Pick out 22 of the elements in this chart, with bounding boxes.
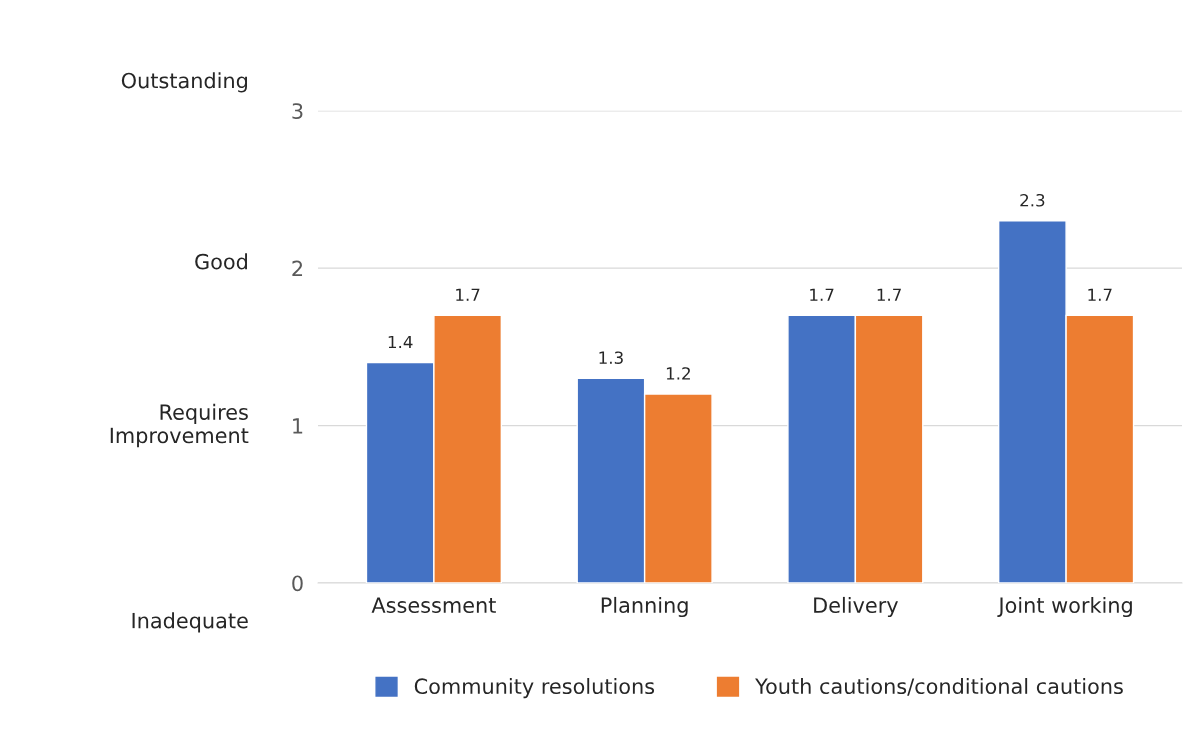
text: Inadequate [132, 612, 248, 633]
data-label: 1.2 [666, 367, 690, 380]
legend-label: Youth cautions/conditional cautions [755, 677, 1123, 696]
data-label: 1.4 [388, 335, 413, 349]
data-label: 1.7 [1088, 288, 1112, 301]
x-tick-label: Planning [601, 596, 688, 618]
x-tick-label: Delivery [814, 596, 898, 618]
x-tick-label: Assessment [371, 597, 496, 614]
legend-label: Community resolutions [414, 677, 655, 699]
text: Outstanding [121, 72, 247, 93]
data-label: 2.3 [1020, 193, 1045, 207]
data-label: 1.7 [810, 288, 834, 301]
y-tick-label: 3 [292, 103, 303, 119]
data-label: 1.3 [599, 351, 623, 365]
data-label: 1.7 [877, 288, 901, 301]
data-label: 1.7 [456, 288, 480, 301]
y-tick-label: 2 [292, 260, 303, 277]
x-tick-label: Joint working [997, 596, 1132, 618]
y-tick-label: 1 [293, 418, 303, 434]
y-tick-label: 0 [292, 575, 303, 592]
text: Requires Improvement [110, 403, 249, 448]
text: Good [195, 253, 247, 270]
